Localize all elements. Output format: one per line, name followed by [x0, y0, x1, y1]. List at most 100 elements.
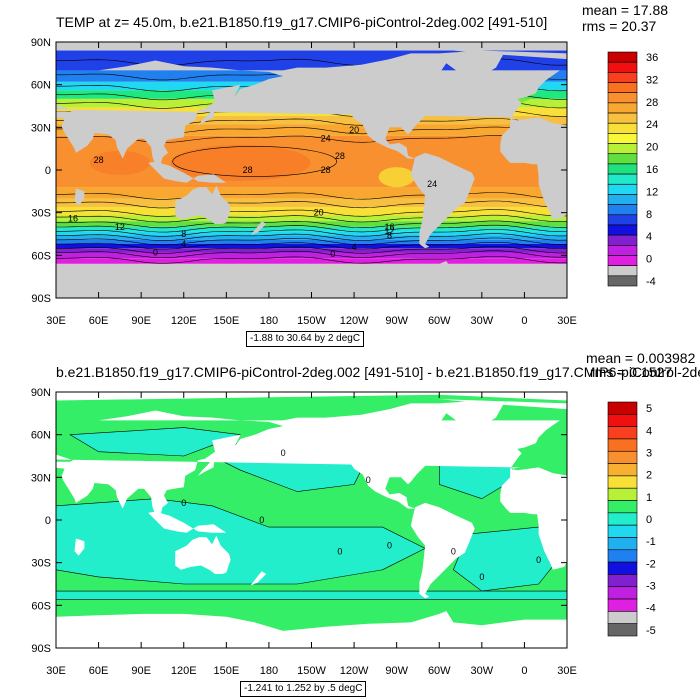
- top-colorbar-label: 4: [646, 231, 652, 243]
- bottom-colorbar-box: [607, 450, 638, 464]
- temp-contour-line: [56, 256, 567, 264]
- lat-tick-label: 90N: [31, 387, 51, 399]
- contour-label: 12: [385, 226, 395, 236]
- temp-band: [56, 187, 567, 199]
- contour-label: 28: [243, 165, 253, 175]
- top-colorbar-label: 0: [646, 254, 652, 266]
- bottom-colorbar-box: [607, 414, 638, 427]
- top-land-africa: [500, 117, 567, 220]
- top-colorbar-box: [607, 143, 638, 155]
- lon-tick-label: 0: [521, 665, 527, 677]
- bottom-colorbar-label: -5: [646, 625, 656, 637]
- contour-label: 0: [281, 448, 286, 458]
- top-colorbar-label: 24: [646, 119, 658, 131]
- contour-label: 0: [259, 515, 264, 525]
- diff-field-negative: [69, 427, 241, 457]
- temp-contour-line: [56, 224, 567, 233]
- bottom-land-uk: [515, 437, 526, 449]
- bottom-colorbar-box: [607, 475, 638, 489]
- contour-label: 0: [337, 546, 342, 556]
- lon-tick-label: 60E: [89, 315, 109, 327]
- bottom-land-south-america: [410, 502, 475, 599]
- contour-label: 24: [321, 134, 331, 144]
- bottom-colorbar-box: [607, 574, 638, 588]
- lon-tick-label: 120W: [340, 665, 369, 677]
- top-colorbar-box: [607, 72, 638, 83]
- lon-tick-label: 30E: [46, 665, 66, 677]
- temp-band: [56, 226, 567, 232]
- temp-band: [56, 252, 567, 259]
- temp-band: [56, 115, 567, 125]
- diff-field-negative: [56, 498, 426, 585]
- temp-contour-line: [56, 237, 567, 246]
- bottom-land-antarctica: [56, 611, 567, 648]
- temp-band: [56, 235, 567, 240]
- bottom-colorbar-box: [607, 549, 638, 563]
- contour-label: 16: [68, 213, 78, 223]
- top-colorbar-box: [607, 194, 638, 205]
- lon-tick-label: 30W: [471, 665, 494, 677]
- top-colorbar-box: [607, 61, 638, 73]
- top-colorbar-label: 28: [646, 97, 658, 109]
- lon-tick-label: 180: [260, 315, 278, 327]
- top-colorbar-label: 12: [646, 186, 658, 198]
- top-land-japan: [197, 106, 215, 126]
- temp-band: [56, 231, 567, 236]
- temp-contour-line: [56, 233, 567, 241]
- top-range-box: -1.88 to 30.64 by 2 degC: [246, 331, 365, 347]
- top-colorbar-label: 32: [646, 74, 658, 86]
- lat-tick-label: 30N: [31, 122, 51, 134]
- top-map-field: [56, 42, 567, 298]
- contour-label: 12: [115, 222, 125, 232]
- lon-tick-label: 90W: [385, 665, 408, 677]
- temp-contour-line: [56, 192, 567, 200]
- contour-label: 20: [349, 125, 359, 135]
- lat-tick-label: 0: [45, 165, 51, 177]
- top-colorbar-label: 36: [646, 52, 658, 64]
- lon-tick-label: 90E: [131, 315, 151, 327]
- bottom-rms-stat: rms = 0.1527: [590, 364, 673, 380]
- lon-tick-label: 30E: [557, 665, 577, 677]
- temp-band: [56, 206, 567, 216]
- lon-tick-label: 30E: [46, 315, 66, 327]
- lon-tick-label: 150E: [213, 315, 239, 327]
- temp-band: [56, 221, 567, 227]
- lat-tick-label: 90S: [31, 293, 51, 305]
- contour-label: 28: [321, 165, 331, 175]
- lon-tick-label: 30E: [557, 315, 577, 327]
- top-map-title: TEMP at z= 45.0m, b.e21.B1850.f19_g17.CM…: [56, 14, 548, 30]
- bottom-land-indonesia: [148, 511, 227, 533]
- top-colorbar-box: [607, 163, 638, 175]
- top-colorbar-label: 20: [646, 142, 658, 154]
- bottom-colorbar-label: 3: [646, 447, 652, 459]
- bottom-map-title: b.e21.B1850.f19_g17.CMIP6-piControl-2deg…: [56, 364, 700, 380]
- bottom-colorbar-box: [607, 623, 638, 637]
- contour-label: 16: [385, 222, 395, 232]
- bottom-colorbar-label: 2: [646, 470, 652, 482]
- bottom-colorbar-label: 5: [646, 403, 652, 415]
- temp-band: [56, 124, 567, 136]
- bottom-colorbar-label: 0: [646, 514, 652, 526]
- lon-tick-label: 90W: [385, 315, 408, 327]
- bottom-colorbar-label: -2: [646, 558, 656, 570]
- temp-band: [56, 215, 567, 222]
- temp-contour-line: [172, 146, 338, 177]
- bottom-colorbar-label: -1: [646, 536, 656, 548]
- top-colorbar-box: [607, 133, 638, 144]
- contour-label: 0: [479, 572, 484, 582]
- lat-tick-label: 60N: [31, 430, 51, 442]
- contour-label: 28: [335, 151, 345, 161]
- bottom-range-box: -1.241 to 1.252 by .5 degC: [240, 681, 367, 697]
- top-land-greenland: [435, 50, 504, 85]
- bottom-colorbar-box: [607, 561, 638, 575]
- top-colorbar-label: 16: [646, 164, 658, 176]
- top-land-new-zealand: [250, 221, 267, 236]
- lat-tick-label: 30S: [31, 558, 51, 570]
- contour-label: 0: [387, 541, 392, 551]
- bottom-colorbar-label: 1: [646, 492, 652, 504]
- temp-contour-line: [56, 246, 567, 254]
- bottom-colorbar-label: -4: [646, 603, 656, 615]
- top-colorbar-box: [607, 102, 638, 114]
- top-colorbar-box: [607, 82, 638, 93]
